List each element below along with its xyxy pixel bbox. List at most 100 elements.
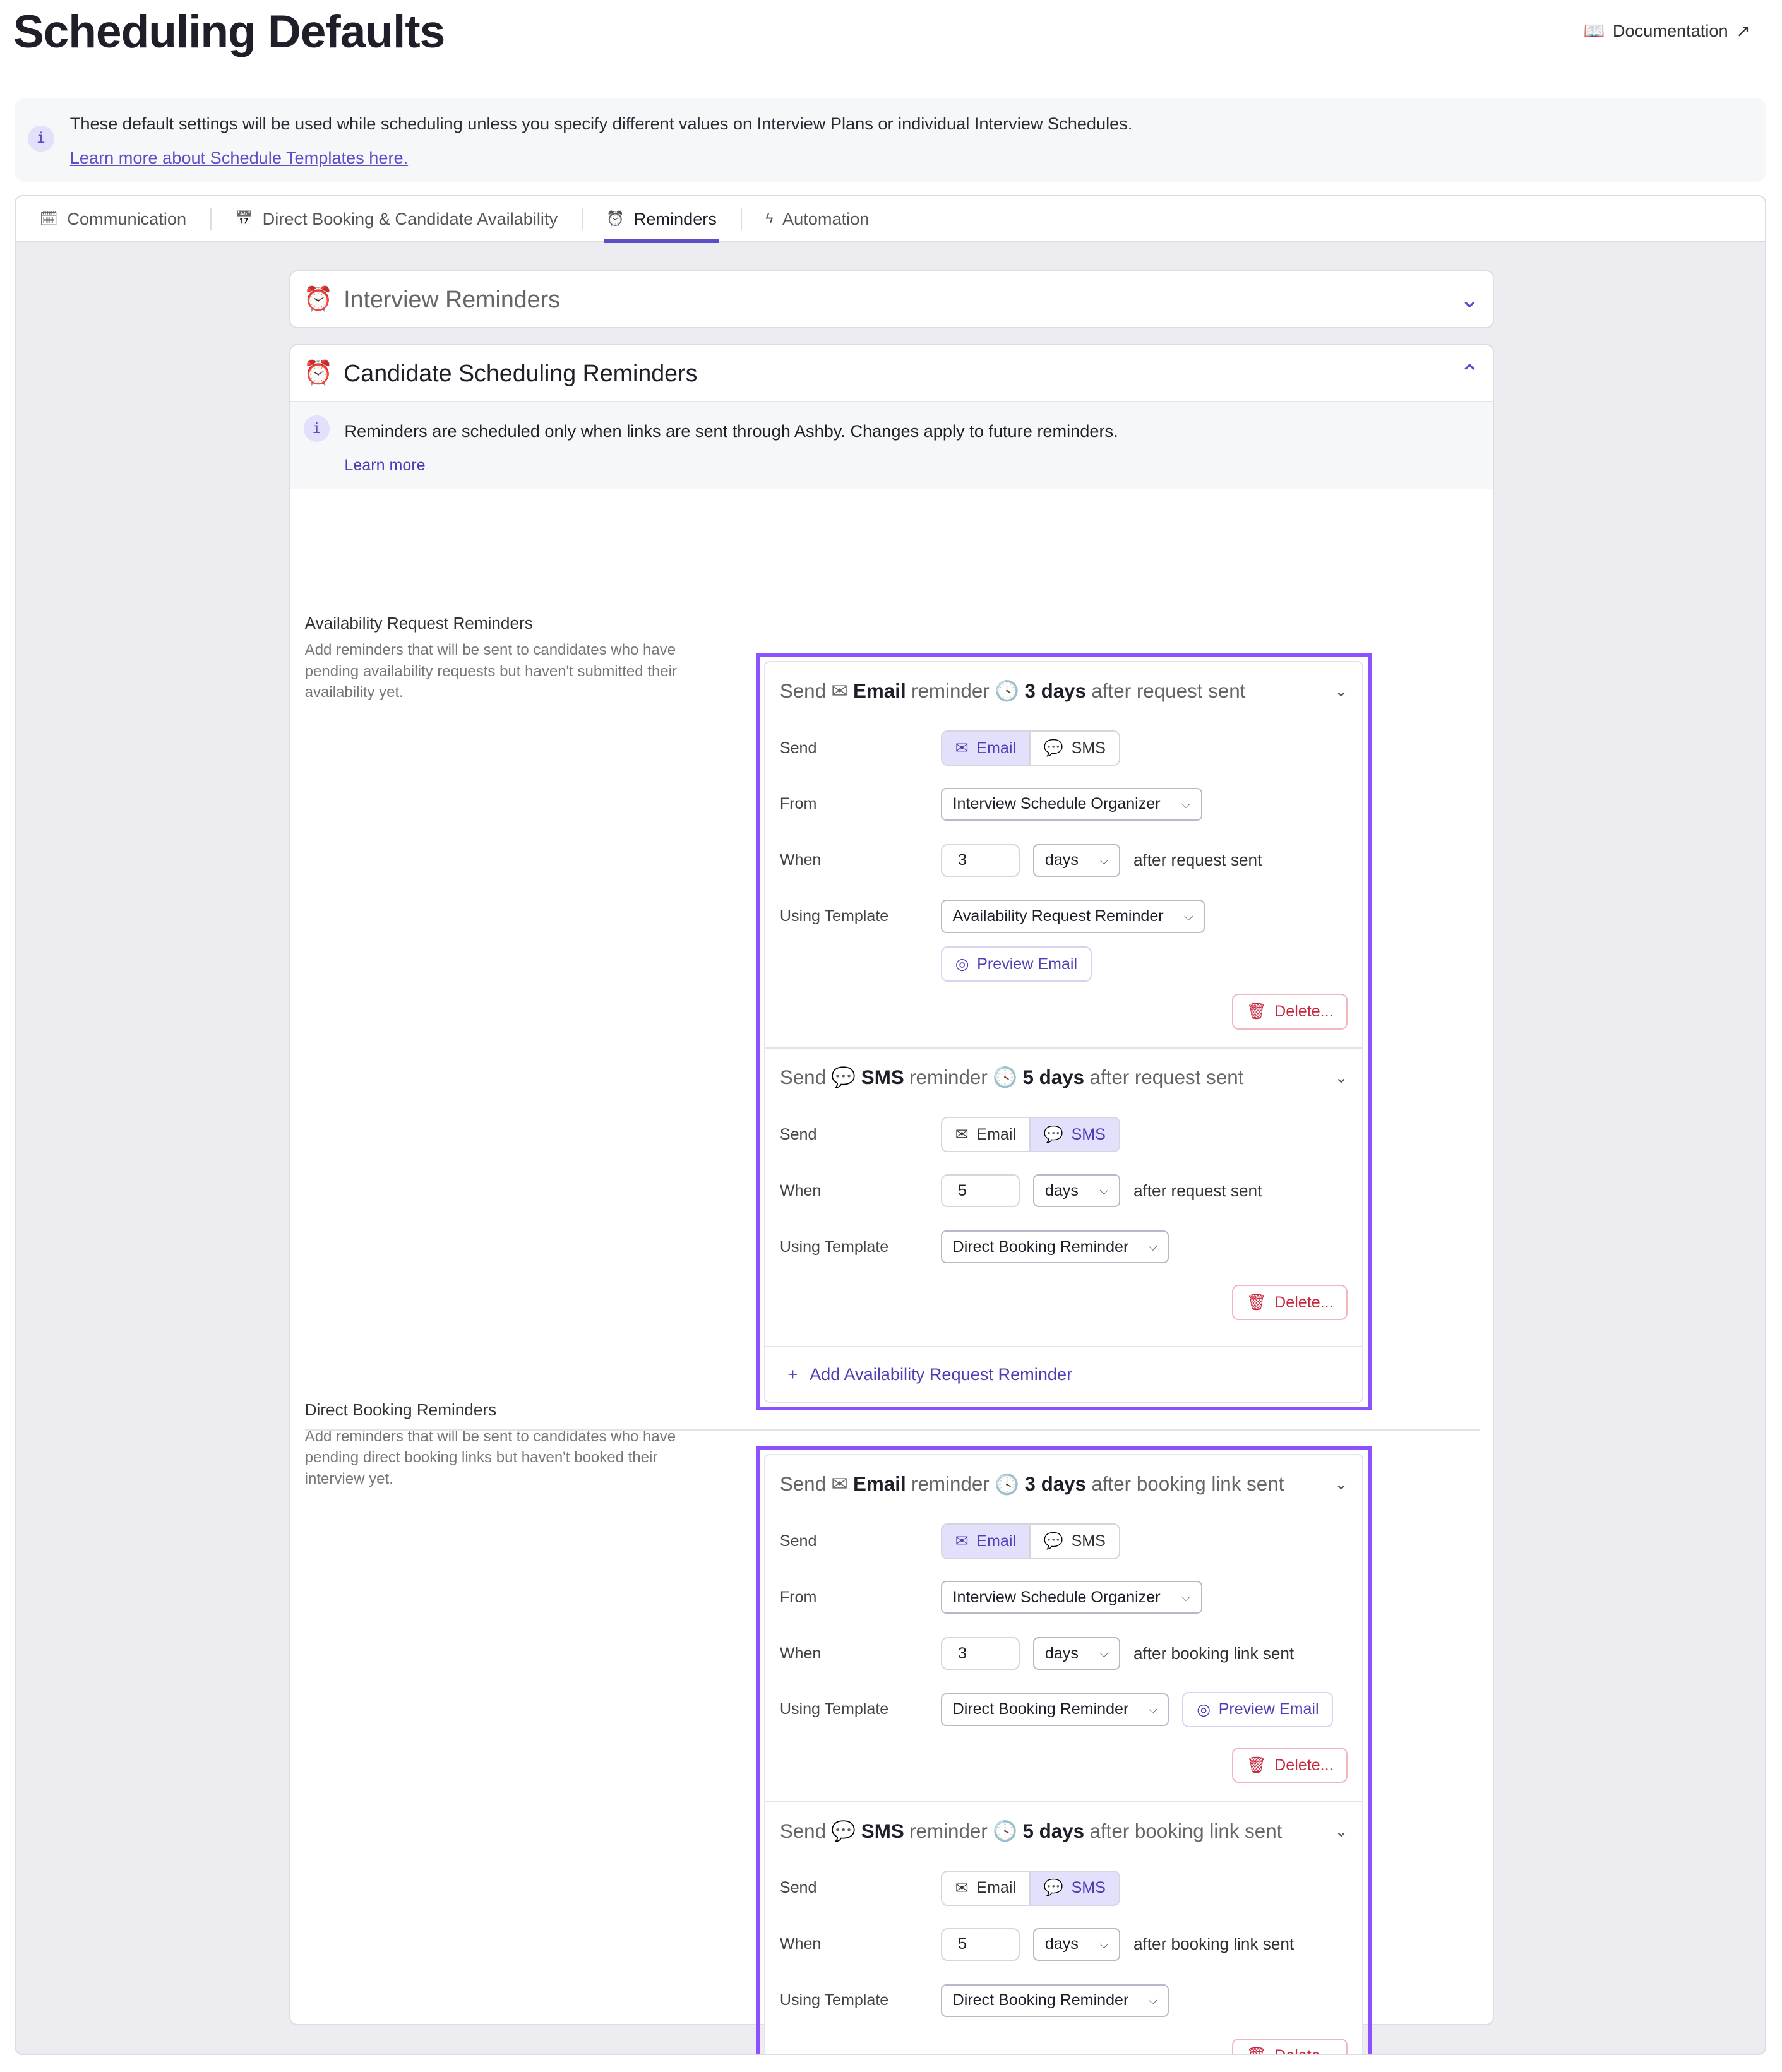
reminder-header[interactable]: Send ✉ Email reminder 🕓 3 days after request s… — [780, 662, 1348, 720]
banner-text: These default settings will be used whil… — [69, 113, 1133, 133]
chevron-down-icon: ⌵ — [1181, 1590, 1191, 1604]
alarm-clock-icon: ⏰ — [303, 285, 333, 313]
sms-label: SMS — [1071, 739, 1106, 757]
candidate-reminders-info: i Reminders are scheduled only when link… — [290, 401, 1493, 490]
delete-button[interactable]: 🗑 Delete... — [1231, 1285, 1348, 1321]
when-value-input[interactable]: 3 — [940, 843, 1020, 877]
schedule-templates-link[interactable]: Learn more about Schedule Templates here… — [69, 148, 409, 168]
unit-value: days — [1044, 851, 1079, 869]
channel-email-option[interactable]: ✉ Email — [942, 1118, 1029, 1151]
channel-sms-option[interactable]: 💬 SMS — [1029, 731, 1119, 765]
section-divider — [304, 1429, 1480, 1431]
when-value-input[interactable]: 5 — [940, 1174, 1020, 1208]
trash-icon: 🗑 — [1246, 1756, 1267, 1774]
clock-icon: 🕓 — [995, 1473, 1020, 1496]
channel-email-option[interactable]: ✉ Email — [942, 1525, 1029, 1558]
delete-label: Delete... — [1274, 1003, 1334, 1021]
reminder-header[interactable]: Send ✉ Email reminder 🕓 3 days after booking l… — [780, 1455, 1348, 1513]
chevron-up-icon[interactable]: ⌃ — [1459, 360, 1480, 387]
learn-more-link[interactable]: Learn more — [344, 456, 426, 474]
template-select[interactable]: Direct Booking Reminder ⌵ — [940, 1984, 1169, 2017]
alarm-clock-icon: ⏰ — [303, 359, 333, 386]
chat-bubble-icon: 💬 — [1043, 739, 1064, 757]
interview-reminders-title: Interview Reminders — [344, 285, 560, 313]
chat-bubble-icon: 💬 — [831, 1066, 856, 1089]
send-row: Send ✉ Email 💬 SMS — [780, 720, 1348, 777]
spacer — [780, 1793, 1348, 1801]
tab-direct-booking-candidate-availability[interactable]: 📅 Direct Booking & Candidate Availability — [232, 196, 560, 241]
chat-bubble-icon: 💬 — [1043, 1879, 1064, 1897]
unit-select[interactable]: days ⌵ — [1033, 843, 1121, 877]
reminder-word: reminder — [911, 1473, 990, 1495]
unit-select[interactable]: days ⌵ — [1033, 1174, 1121, 1208]
reminders-highlight-box: Send ✉ Email reminder 🕓 3 days after request s… — [756, 653, 1372, 1411]
delete-button[interactable]: 🗑 Delete... — [1231, 994, 1348, 1030]
clock-icon: 🕓 — [993, 1820, 1018, 1843]
when-value-input[interactable]: 5 — [940, 1927, 1020, 1961]
documentation-label: Documentation — [1612, 21, 1728, 41]
book-icon: 📖 — [1583, 21, 1605, 41]
delete-button[interactable]: 🗑 Delete... — [1231, 1748, 1348, 1783]
channel-sms-option[interactable]: 💬 SMS — [1029, 1871, 1119, 1905]
preview-label: Preview Email — [1218, 1700, 1319, 1718]
preview-email-button[interactable]: ◎ Preview Email — [940, 946, 1092, 982]
template-select[interactable]: Direct Booking Reminder ⌵ — [940, 1230, 1169, 1264]
chevron-down-icon[interactable]: ⌄ — [1459, 286, 1480, 313]
when-row: When 5 days ⌵ after booking link sent — [780, 1916, 1348, 1972]
reminders-list: Send ✉ Email reminder 🕓 3 days after booking l… — [763, 1454, 1364, 2054]
reminder-header[interactable]: Send 💬 SMS reminder 🕓 5 days after booking lin… — [780, 1802, 1348, 1861]
tab-communication[interactable]: 🗓 Communication — [37, 196, 189, 241]
chevron-down-icon: ⌄ — [1334, 1068, 1348, 1087]
template-select[interactable]: Direct Booking Reminder ⌵ — [940, 1693, 1169, 1726]
when-trigger-text: after request sent — [1133, 850, 1262, 870]
reminder-trigger: after request sent — [1091, 679, 1246, 702]
trash-icon: 🗑 — [1247, 2047, 1267, 2053]
tab-reminders[interactable]: ⏰ Reminders — [604, 196, 721, 243]
email-label: Email — [976, 1879, 1017, 1897]
unit-select[interactable]: days ⌵ — [1033, 1927, 1121, 1961]
when-label: When — [779, 851, 822, 869]
when-label: When — [779, 1935, 822, 1953]
reminder-trigger: after request sent — [1089, 1066, 1244, 1088]
when-trigger-text: after booking link sent — [1133, 1643, 1295, 1663]
send-label: Send — [779, 739, 817, 757]
chat-bubble-icon: 💬 — [1043, 1532, 1064, 1550]
preview-email-button[interactable]: ◎ Preview Email — [1182, 1691, 1334, 1727]
from-label: From — [779, 795, 817, 813]
when-value-input[interactable]: 3 — [940, 1636, 1020, 1670]
delete-row: 🗑 Delete... — [780, 1275, 1348, 1330]
template-label: Using Template — [779, 1237, 889, 1256]
sms-label: SMS — [1071, 1879, 1106, 1897]
documentation-link[interactable]: 📖 Documentation ↗ — [1584, 21, 1750, 41]
tab-divider — [581, 208, 583, 230]
unit-select[interactable]: days ⌵ — [1033, 1636, 1121, 1670]
delete-label: Delete... — [1274, 2047, 1333, 2053]
tab-automation[interactable]: ϟ Automation — [763, 196, 872, 241]
send-word: Send — [779, 1819, 827, 1842]
channel-email-option[interactable]: ✉ Email — [942, 1872, 1029, 1905]
delete-button[interactable]: 🗑 Delete... — [1231, 2038, 1348, 2054]
envelope-icon: ✉ — [955, 739, 969, 758]
channel-toggle: ✉ Email 💬 SMS — [940, 1117, 1120, 1153]
from-select[interactable]: Interview Schedule Organizer ⌵ — [940, 1581, 1202, 1614]
chevron-down-icon: ⌵ — [1183, 909, 1193, 923]
interview-reminders-header[interactable]: ⏰ Interview Reminders ⌄ — [290, 271, 1493, 327]
channel-sms-option[interactable]: 💬 SMS — [1029, 1525, 1119, 1558]
channel-sms-option[interactable]: 💬 SMS — [1029, 1118, 1119, 1152]
candidate-reminders-header[interactable]: ⏰ Candidate Scheduling Reminders ⌃ — [290, 345, 1493, 401]
template-select[interactable]: Availability Request Reminder ⌵ — [940, 900, 1205, 933]
template-label: Using Template — [779, 1991, 889, 2009]
envelope-icon: ✉ — [955, 1532, 969, 1551]
from-select[interactable]: Interview Schedule Organizer ⌵ — [940, 787, 1202, 821]
clock-icon: 🕓 — [993, 1066, 1018, 1089]
sms-label: SMS — [1071, 1532, 1106, 1550]
reminder-word: reminder — [909, 1819, 988, 1842]
reminder-days: 5 days — [1022, 1819, 1085, 1842]
from-value: Interview Schedule Organizer — [952, 795, 1161, 813]
clock-icon: 🕓 — [995, 680, 1020, 703]
reminder-header[interactable]: Send 💬 SMS reminder 🕓 5 days after request sen… — [780, 1049, 1348, 1107]
reminder-channel: SMS — [861, 1066, 904, 1088]
add-reminder-button[interactable]: + Add Availability Request Reminder — [765, 1347, 1363, 1402]
channel-email-option[interactable]: ✉ Email — [942, 731, 1029, 765]
when-row: When 5 days ⌵ after request sent — [780, 1163, 1348, 1219]
